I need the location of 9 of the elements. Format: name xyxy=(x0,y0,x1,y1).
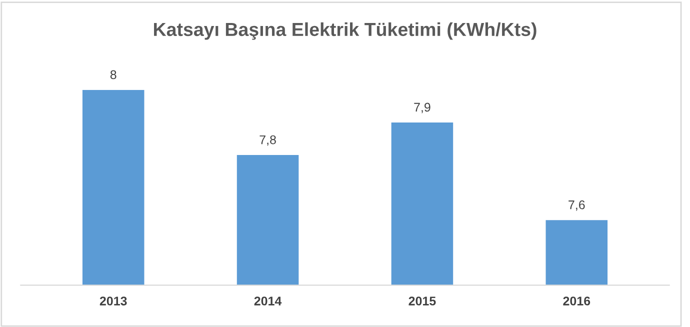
chart-title: Katsayı Başına Elektrik Tüketimi (KWh/Kts) xyxy=(154,22,536,40)
data-label: 7,6 xyxy=(568,200,585,211)
data-label: 7,8 xyxy=(260,135,276,146)
data-label: 7,9 xyxy=(414,102,430,114)
data-label: 8 xyxy=(110,70,116,80)
x-tick-label: 2016 xyxy=(563,296,590,306)
x-tick-label: 2015 xyxy=(408,296,436,306)
x-tick-label: 2013 xyxy=(100,296,127,306)
x-tick-label: 2014 xyxy=(254,296,282,306)
